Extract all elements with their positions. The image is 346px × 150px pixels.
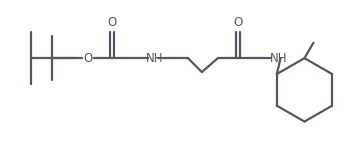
Text: O: O — [84, 52, 93, 65]
Text: O: O — [108, 16, 117, 29]
Text: O: O — [233, 16, 242, 29]
Text: NH: NH — [146, 52, 164, 65]
Text: NH: NH — [270, 52, 287, 65]
